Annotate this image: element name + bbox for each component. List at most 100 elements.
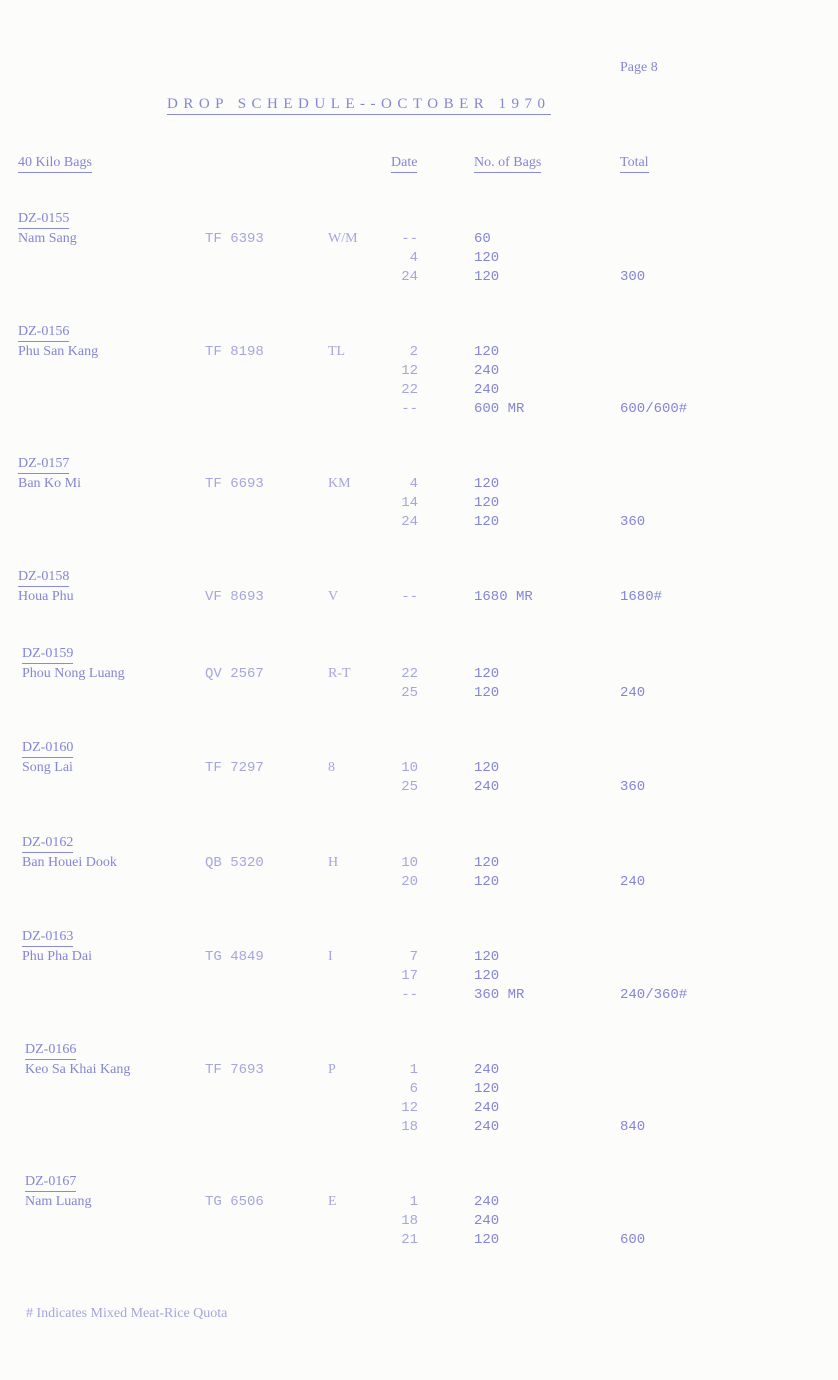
drop-date: -- <box>401 231 418 247</box>
bag-count: 600 MR <box>474 401 525 417</box>
footnote: # Indicates Mixed Meat-Rice Quota <box>26 1306 228 1321</box>
total: 1680# <box>620 589 663 605</box>
bag-count: 120 <box>474 874 500 890</box>
site-code: KM <box>328 476 351 491</box>
drop-date: -- <box>401 401 418 417</box>
bag-count: 240 <box>474 382 500 398</box>
drop-zone-name: Phou Nong Luang <box>22 666 125 681</box>
drop-zone-name: Ban Houei Dook <box>22 855 117 870</box>
total: 600/600# <box>620 401 688 417</box>
drop-date: 18 <box>401 1119 418 1135</box>
bag-count: 240 <box>474 1213 500 1229</box>
bag-count: 120 <box>474 250 500 266</box>
drop-zone-id: DZ-0158 <box>18 569 70 587</box>
drop-date: 12 <box>401 1100 418 1116</box>
total: 240 <box>620 874 646 890</box>
grid-reference: TG 6506 <box>205 1194 264 1210</box>
drop-date: 2 <box>409 344 418 360</box>
drop-date: 24 <box>401 514 418 530</box>
drop-zone-name: Phu San Kang <box>18 344 99 359</box>
drop-zone-id: DZ-0157 <box>18 456 70 474</box>
drop-zone-id: DZ-0159 <box>22 646 74 664</box>
drop-date: 12 <box>401 363 418 379</box>
bag-count: 120 <box>474 514 500 530</box>
drop-date: 14 <box>401 495 418 511</box>
grid-reference: TF 7297 <box>205 760 264 776</box>
drop-date: 18 <box>401 1213 418 1229</box>
total: 600 <box>620 1232 646 1248</box>
drop-zone-name: Nam Luang <box>25 1194 92 1209</box>
drop-date: 17 <box>401 968 418 984</box>
drop-date: -- <box>401 589 418 605</box>
site-code: H <box>328 855 339 870</box>
drop-date: 21 <box>401 1232 418 1248</box>
grid-reference: TG 4849 <box>205 949 264 965</box>
total: 300 <box>620 269 646 285</box>
total: 360 <box>620 514 646 530</box>
bag-count: 1680 MR <box>474 589 533 605</box>
bag-count: 240 <box>474 1194 500 1210</box>
bag-count: 120 <box>474 685 500 701</box>
drop-date: 1 <box>409 1062 418 1078</box>
site-code: R-T <box>328 666 351 681</box>
grid-reference: QV 2567 <box>205 666 264 682</box>
bag-count: 120 <box>474 949 500 965</box>
header-section: 40 Kilo Bags <box>18 155 92 173</box>
bag-count: 120 <box>474 344 500 360</box>
site-code: W/M <box>328 231 358 246</box>
bag-count: 120 <box>474 1081 500 1097</box>
total: 240/360# <box>620 987 688 1003</box>
bag-count: 240 <box>474 779 500 795</box>
bag-count: 120 <box>474 760 500 776</box>
drop-zone-name: Houa Phu <box>18 589 74 604</box>
drop-date: 4 <box>409 250 418 266</box>
header-date: Date <box>391 155 418 173</box>
bag-count: 240 <box>474 1119 500 1135</box>
bag-count: 360 MR <box>474 987 525 1003</box>
drop-date: 25 <box>401 779 418 795</box>
header-total: Total <box>620 155 649 173</box>
drop-zone-id: DZ-0156 <box>18 324 70 342</box>
drop-date: 10 <box>401 855 418 871</box>
drop-date: 6 <box>409 1081 418 1097</box>
site-code: TL <box>328 344 346 359</box>
grid-reference: TF 7693 <box>205 1062 264 1078</box>
total: 240 <box>620 685 646 701</box>
bag-count: 60 <box>474 231 491 247</box>
grid-reference: TF 6693 <box>205 476 264 492</box>
drop-date: 1 <box>409 1194 418 1210</box>
site-code: E <box>328 1194 337 1209</box>
bag-count: 240 <box>474 1100 500 1116</box>
bag-count: 120 <box>474 1232 500 1248</box>
bag-count: 120 <box>474 269 500 285</box>
site-code: V <box>328 589 339 604</box>
drop-zone-name: Nam Sang <box>18 231 77 246</box>
drop-date: 4 <box>409 476 418 492</box>
drop-zone-id: DZ-0163 <box>22 929 74 947</box>
page-number: Page 8 <box>620 60 658 75</box>
bag-count: 120 <box>474 476 500 492</box>
bag-count: 240 <box>474 1062 500 1078</box>
grid-reference: QB 5320 <box>205 855 264 871</box>
grid-reference: TF 6393 <box>205 231 264 247</box>
total: 840 <box>620 1119 646 1135</box>
grid-reference: VF 8693 <box>205 589 264 605</box>
drop-date: 22 <box>401 666 418 682</box>
site-code: P <box>328 1062 336 1077</box>
drop-zone-name: Ban Ko Mi <box>18 476 81 491</box>
drop-zone-id: DZ-0167 <box>25 1174 77 1192</box>
drop-date: 24 <box>401 269 418 285</box>
drop-zone-name: Keo Sa Khai Kang <box>25 1062 131 1077</box>
drop-zone-id: DZ-0155 <box>18 211 70 229</box>
drop-date: 7 <box>409 949 418 965</box>
bag-count: 120 <box>474 968 500 984</box>
drop-zone-id: DZ-0160 <box>22 740 74 758</box>
drop-date: -- <box>401 987 418 1003</box>
page-title: DROP SCHEDULE--OCTOBER 1970 <box>167 96 551 115</box>
header-bags: No. of Bags <box>474 155 542 173</box>
drop-date: 20 <box>401 874 418 890</box>
drop-date: 10 <box>401 760 418 776</box>
drop-zone-id: DZ-0166 <box>25 1042 77 1060</box>
bag-count: 120 <box>474 855 500 871</box>
drop-zone-name: Phu Pha Dai <box>22 949 92 964</box>
